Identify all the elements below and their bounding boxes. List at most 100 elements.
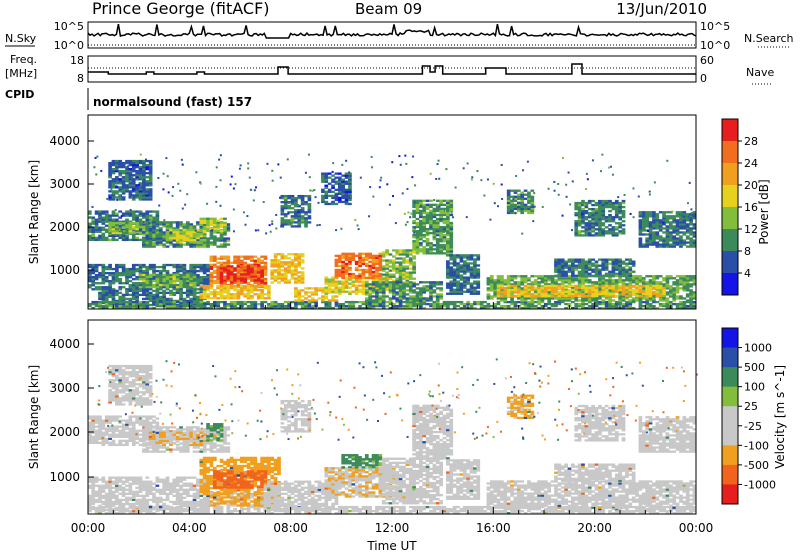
data-cell: [162, 286, 166, 289]
data-cell: [246, 306, 251, 310]
data-cell: [611, 281, 616, 284]
data-cell: [510, 277, 514, 280]
data-cell: [378, 268, 383, 272]
data-cell: [645, 211, 650, 214]
data-cell: [574, 228, 579, 231]
data-cell: [449, 242, 454, 245]
data-cell: [557, 274, 562, 277]
data-cell: [189, 277, 194, 281]
data-cell: [226, 261, 231, 264]
data-cell: [520, 302, 525, 306]
frequency-trace: [88, 63, 696, 75]
data-cell: [571, 291, 575, 294]
data-cell: [314, 299, 318, 302]
data-cell: [189, 227, 194, 230]
data-cell: [432, 248, 437, 251]
data-cell: [574, 266, 579, 269]
data-cell: [192, 297, 197, 301]
data-cell: [152, 231, 156, 234]
data-cell: [408, 302, 413, 306]
data-cell: [165, 230, 170, 234]
data-cell: [256, 269, 261, 273]
data-cell: [138, 222, 143, 225]
data-cell: [273, 277, 278, 280]
data-cell: [648, 211, 653, 214]
data-cell: [503, 297, 508, 300]
data-cell: [439, 234, 443, 237]
data-cell: [419, 306, 423, 310]
data-cell: [256, 289, 261, 292]
data-cell: [348, 256, 352, 259]
data-cell: [452, 272, 457, 275]
data-cell: [165, 263, 170, 267]
data-cell: [169, 227, 173, 230]
data-cell: [466, 264, 470, 267]
data-cell: [131, 212, 136, 215]
data-cell: [446, 300, 450, 304]
data-cell: [489, 287, 494, 290]
data-cell: [229, 281, 234, 284]
data-cell: [601, 299, 606, 302]
data-cell: [165, 275, 170, 279]
data-cell: [182, 306, 187, 310]
data-cell: [621, 306, 626, 310]
data-cell: [189, 240, 194, 244]
data-cell: [348, 292, 352, 295]
data-cell: [692, 227, 697, 230]
data-cell: [104, 293, 109, 297]
data-cell: [145, 293, 150, 297]
data-cell: [182, 300, 187, 304]
data-cell: [189, 243, 194, 246]
data-cell: [648, 285, 653, 288]
data-cell: [689, 293, 693, 296]
data-cell: [148, 231, 153, 234]
data-cell: [449, 292, 454, 295]
data-cell: [152, 245, 156, 248]
data-cell: [567, 277, 572, 280]
data-cell: [459, 276, 464, 279]
data-cell: [192, 263, 197, 267]
data-cell: [175, 243, 180, 246]
data-cell: [199, 227, 204, 230]
data-cell: [493, 304, 498, 308]
data-cell: [179, 221, 183, 224]
data-cell: [459, 258, 464, 261]
data-cell: [446, 248, 450, 251]
data-cell: [621, 262, 626, 265]
data-cell: [368, 302, 373, 306]
data-cell: [304, 304, 308, 308]
data-cell: [307, 302, 312, 306]
data-cell: [466, 288, 470, 291]
data-cell: [135, 304, 139, 308]
data-cell: [294, 253, 298, 256]
data-cell: [152, 263, 156, 267]
data-cell: [591, 297, 595, 300]
data-cell: [263, 263, 268, 266]
data-cell: [516, 285, 521, 288]
data-cell: [432, 209, 437, 213]
data-cell: [104, 289, 109, 293]
data-cell: [111, 282, 116, 285]
data-cell: [608, 214, 612, 217]
data-cell: [598, 234, 602, 237]
data-cell: [415, 223, 420, 227]
data-cell: [408, 287, 413, 290]
data-cell: [655, 213, 660, 216]
data-cell: [196, 245, 200, 248]
data-cell: [587, 274, 592, 277]
data-cell: [385, 275, 389, 278]
data-cell: [550, 279, 555, 282]
data-cell: [604, 232, 609, 235]
data-cell: [206, 223, 210, 226]
data-cell: [182, 223, 187, 226]
data-cell: [581, 201, 585, 205]
data-cell: [175, 273, 180, 277]
data-cell: [368, 297, 373, 300]
data-cell: [91, 218, 96, 221]
data-cell: [425, 229, 430, 233]
data-cell: [115, 227, 119, 231]
data-cell: [412, 267, 416, 270]
data-cell: [398, 295, 403, 298]
data-cell: [111, 300, 116, 304]
data-cell: [219, 287, 224, 290]
